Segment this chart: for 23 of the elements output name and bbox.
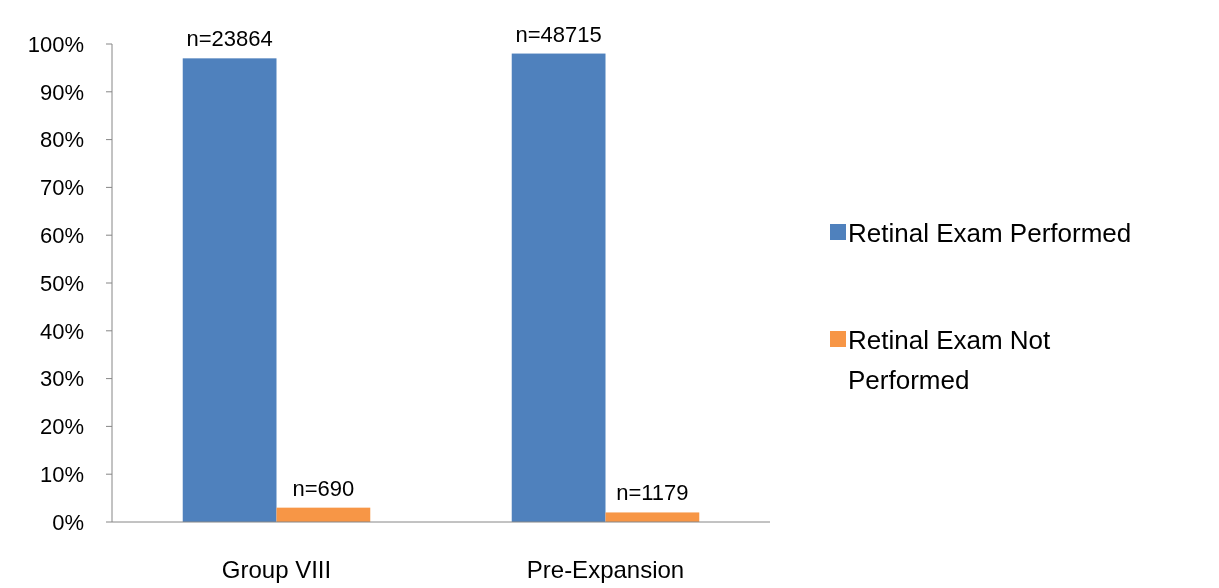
y-tick-label: 40% — [39, 318, 84, 344]
legend-label: Retinal Exam Performed — [848, 218, 1132, 249]
annotation: n=48715 — [515, 21, 602, 47]
annotation: n=1179 — [616, 480, 689, 506]
annotation: n=23864 — [186, 26, 273, 52]
x-tick-label: Group VIII — [221, 556, 332, 583]
annotation: n=690 — [292, 475, 355, 501]
bar — [511, 53, 606, 522]
y-tick-label: 100% — [27, 31, 84, 57]
y-tick-label: 70% — [39, 175, 84, 201]
x-tick-label: Pre-Expansion — [526, 556, 685, 583]
y-tick-label: 80% — [39, 127, 84, 153]
y-tick-label: 20% — [39, 414, 84, 440]
y-tick-label: 90% — [39, 79, 84, 105]
y-tick-label: 50% — [39, 270, 84, 296]
y-tick-label: 0% — [52, 509, 84, 535]
y-tick-label: 30% — [39, 366, 84, 392]
bar — [182, 58, 277, 522]
y-tick-label: 60% — [39, 222, 84, 248]
y-tick-label: 10% — [39, 461, 84, 487]
legend-label: Retinal Exam Not Performed — [848, 325, 1052, 396]
bar — [605, 512, 700, 522]
bar — [276, 507, 371, 522]
